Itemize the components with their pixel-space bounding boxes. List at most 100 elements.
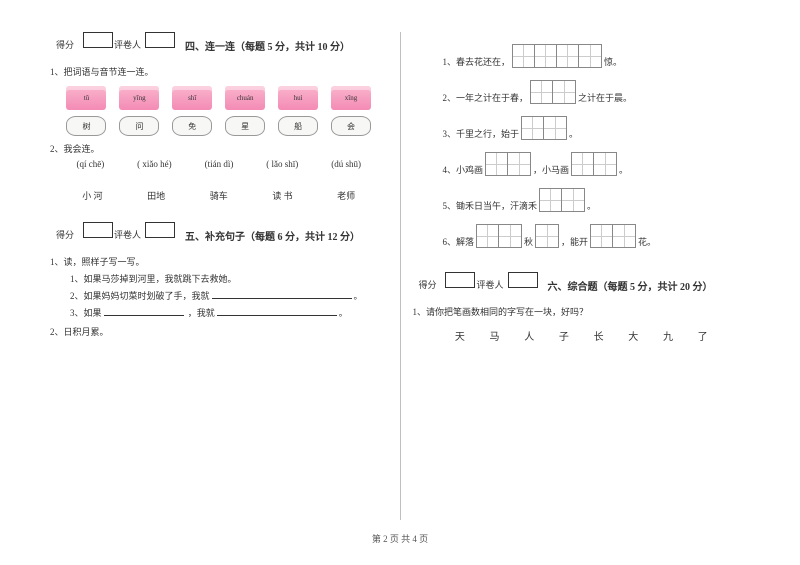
char-grid [476, 224, 522, 248]
char-cell [594, 153, 616, 175]
q5-1: 1、读，照样子写一写。 [50, 255, 388, 268]
text: 3、如果 [70, 308, 102, 318]
score-label: 得分 [50, 226, 80, 243]
char-cell [540, 189, 562, 211]
text: 。 [569, 127, 578, 140]
item: 田地 [147, 189, 165, 202]
grader-box [508, 272, 538, 288]
text: 。 [587, 199, 596, 212]
word-pillow: 免 [172, 116, 212, 136]
char-grid [530, 80, 576, 104]
char-cell [591, 225, 613, 247]
pinyin-card: shī [172, 86, 212, 110]
q5-1-1: 1、如果马莎掉到河里，我就跳下去救她。 [70, 272, 388, 285]
text: 花。 [638, 235, 656, 248]
score-field: 得分 [413, 272, 476, 293]
text: ，我就 [188, 308, 215, 318]
text: 2、如果妈妈切菜时划破了手，我就 [70, 291, 210, 301]
grader-label: 评卷人 [113, 36, 143, 53]
grader-box [145, 222, 175, 238]
char: 人 [524, 328, 534, 343]
grader-label: 评卷人 [475, 276, 505, 293]
score-label: 得分 [413, 276, 443, 293]
blank [104, 306, 184, 316]
text: ，小马画 [533, 163, 569, 176]
fill-line: 3、千里之行，始于 。 [443, 116, 751, 140]
char: 马 [490, 328, 500, 343]
char: 长 [594, 328, 604, 343]
page-container: 得分 评卷人 四、连一连（每题 5 分，共计 10 分） 1、把词语与音节连一连… [0, 0, 800, 520]
item: 老师 [337, 189, 355, 202]
fill-line: 5、锄禾日当午，汗滴禾 。 [443, 188, 751, 212]
text: 5、锄禾日当午，汗滴禾 [443, 199, 538, 212]
char-grid [521, 116, 567, 140]
pinyin-card: xīng [331, 86, 371, 110]
fill-line: 1、春去花还在， 惊。 [443, 44, 751, 68]
char-cell [536, 225, 558, 247]
q4-2: 2、我会连。 [50, 142, 388, 155]
char-cell [531, 81, 553, 103]
word-pillow: 船 [278, 116, 318, 136]
text: 惊。 [604, 55, 622, 68]
q4-1: 1、把词语与音节连一连。 [50, 65, 388, 78]
pinyin-card: yīng [119, 86, 159, 110]
pinyin-paren-row: (qí chē) ( xiǎo hé) (tián dì) ( lǎo shī)… [60, 159, 378, 169]
char-cell [572, 153, 594, 175]
char: 子 [559, 328, 569, 343]
q5-1-2: 2、如果妈妈切菜时划破了手，我就。 [70, 289, 388, 302]
pinyin-card: tǔ [66, 86, 106, 110]
blank [212, 289, 352, 299]
column-divider [400, 32, 401, 520]
grader-label: 评卷人 [113, 226, 143, 243]
text: 4、小鸡画 [443, 163, 484, 176]
score-box [83, 222, 113, 238]
char-cell [522, 117, 544, 139]
word-pillow-row: 树 问 免 星 船 会 [60, 116, 378, 136]
char: 大 [628, 328, 638, 343]
score-box [83, 32, 113, 48]
text: 秋 [524, 235, 533, 248]
char-cell [613, 225, 635, 247]
hanzi-row: 小 河 田地 骑车 读 书 老师 [60, 189, 378, 202]
score-field: 得分 [50, 222, 113, 243]
word-pillow: 星 [225, 116, 265, 136]
item: ( xiǎo hé) [137, 159, 171, 169]
char: 九 [663, 328, 673, 343]
fill-line: 6、解落秋，能开花。 [443, 224, 751, 248]
pinyin-card: chuán [225, 86, 265, 110]
item: (dú shū) [331, 159, 361, 169]
char-grid [539, 188, 585, 212]
char-grid [571, 152, 617, 176]
page-footer: 第 2 页 共 4 页 [0, 532, 800, 545]
grader-field: 评卷人 [475, 272, 538, 293]
char-cell [579, 45, 601, 67]
char-cell [544, 117, 566, 139]
grader-field: 评卷人 [113, 32, 176, 53]
grader-field: 评卷人 [113, 222, 176, 243]
pinyin-card: huì [278, 86, 318, 110]
q6-1: 1、请你把笔画数相同的字写在一块，好吗？ [413, 305, 751, 318]
section-6-title: 六、综合题（每题 5 分，共计 20 分） [548, 278, 713, 293]
q5-1-3: 3、如果 ，我就。 [70, 306, 388, 319]
grader-box [145, 32, 175, 48]
char-cell [562, 189, 584, 211]
text: 1、春去花还在， [443, 55, 511, 68]
pinyin-card-row: tǔ yīng shī chuán huì xīng [60, 86, 378, 110]
char: 天 [455, 328, 465, 343]
score-row-5: 得分 评卷人 五、补充句子（每题 6 分，共计 12 分） [50, 222, 360, 243]
char-cell [486, 153, 508, 175]
score-row-6: 得分 评卷人 六、综合题（每题 5 分，共计 20 分） [413, 272, 713, 293]
char-grid [485, 152, 531, 176]
text: 2、一年之计在于春， [443, 91, 529, 104]
text: 3、千里之行，始于 [443, 127, 520, 140]
char-cell [499, 225, 521, 247]
char-list-row: 天 马 人 子 长 大 九 了 [443, 328, 721, 343]
char-cell [553, 81, 575, 103]
score-row: 得分 评卷人 四、连一连（每题 5 分，共计 10 分） [50, 32, 350, 53]
char-grid [590, 224, 636, 248]
char-cell [535, 45, 557, 67]
q5-2: 2、日积月累。 [50, 325, 388, 338]
text: 之计在于晨。 [578, 91, 632, 104]
fill-line: 4、小鸡画，小马画。 [443, 152, 751, 176]
item: (tián dì) [205, 159, 234, 169]
